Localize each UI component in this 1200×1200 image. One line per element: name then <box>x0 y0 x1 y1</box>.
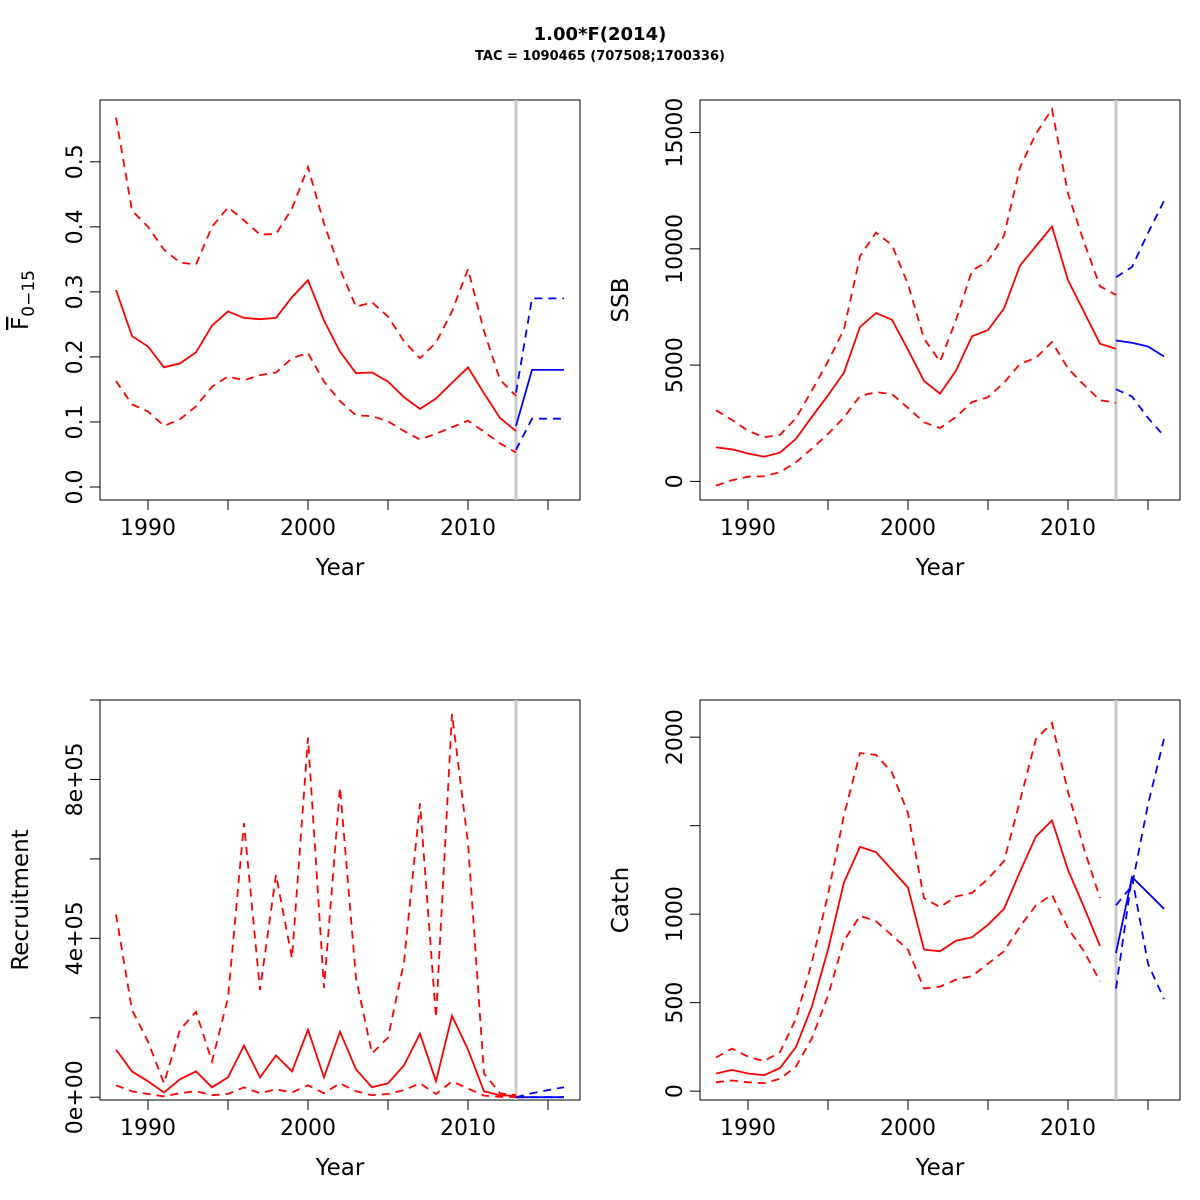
figure-title: 1.00*F(2014) <box>534 24 667 45</box>
fishing-mortality-y-axis-title: F0−15 <box>8 270 39 330</box>
catch-x-tick-label: 1990 <box>720 1116 776 1141</box>
fishing-mortality-y-tick-label: 0.5 <box>63 144 88 179</box>
fishing-mortality-y-tick-label: 0.2 <box>63 339 88 374</box>
ssb-forecast-line-3 <box>1115 339 1165 358</box>
fishing-mortality-estimate-line-0 <box>115 278 517 432</box>
ssb-x-axis-title: Year <box>915 555 965 581</box>
catch-x-axis-title: Year <box>915 1155 965 1181</box>
ssb-y-axis-title: SSB <box>608 278 634 323</box>
fishing-mortality-panel: 1990 2000 2010 0.0 0.1 0.2 0.3 0.4 0.5 Year F0−15 <box>8 99 581 581</box>
catch-x-tick-label: 2010 <box>1040 1116 1096 1141</box>
fishing-mortality-plot-frame <box>99 99 581 501</box>
fishing-mortality-y-tick-label: 0.0 <box>63 469 88 504</box>
ssb-y-tick-label: 15000 <box>663 98 688 168</box>
recruitment-x-tick-label: 2000 <box>280 1116 336 1141</box>
recruitment-y-tick-label: 0e+00 <box>63 1060 88 1134</box>
recruitment-x-tick-label: 1990 <box>120 1116 176 1141</box>
fishing-mortality-forecast-line-3 <box>515 368 564 427</box>
catch-panel: 1990 2000 2010 0 500 1000 2000 Year Catch <box>608 699 1181 1181</box>
fishing-mortality-x-axis-title: Year <box>315 555 365 581</box>
fishing-mortality-forecast-ci-line-4 <box>515 297 564 393</box>
figure-subtitle: TAC = 1090465 (707508;1700336) <box>475 49 725 64</box>
catch-forecast-line-3 <box>1115 875 1165 954</box>
catch-forecast-ci-line-5 <box>1115 876 1165 1000</box>
catch-forecast-ci-line-4 <box>1115 738 1165 906</box>
catch-plot-frame <box>699 699 1181 1101</box>
fishing-mortality-estimate-ci-line-1 <box>115 117 517 397</box>
catch-estimate-ci-line-2 <box>715 893 1101 1085</box>
catch-y-tick-label: 500 <box>663 982 688 1024</box>
fishing-mortality-y-tick-label: 0.3 <box>63 274 88 309</box>
panels-group: 1990 2000 20100.00.10.20.30.40.5YearF0−151… <box>8 98 1181 1181</box>
recruitment-y-tick-label: 8e+05 <box>63 742 88 816</box>
recruitment-y-tick-label: 4e+05 <box>63 901 88 975</box>
catch-x-tick-label: 2000 <box>880 1116 936 1141</box>
recruitment-estimate-ci-line-2 <box>115 1080 517 1098</box>
recruitment-x-tick-label: 2010 <box>440 1116 496 1141</box>
catch-y-tick-label: 0 <box>663 1084 688 1098</box>
fishing-mortality-y-tick-label: 0.1 <box>63 404 88 439</box>
ssb-estimate-line-0 <box>715 224 1117 458</box>
recruitment-y-axis-title: Recruitment <box>8 829 34 970</box>
catch-estimate-ci-line-1 <box>715 721 1101 1063</box>
ssb-forecast-ci-line-5 <box>1115 388 1165 437</box>
ssb-x-tick-label: 1990 <box>720 516 776 541</box>
recruitment-x-axis-title: Year <box>315 1155 365 1181</box>
ssb-panel: 1990 2000 2010 0 5000 10000 15000 Year SSB <box>608 98 1181 581</box>
catch-y-axis-title: Catch <box>608 867 634 933</box>
ssb-forecast-ci-line-4 <box>1115 200 1165 278</box>
ssb-y-tick-label: 5000 <box>663 337 688 393</box>
recruitment-estimate-ci-line-1 <box>115 713 517 1097</box>
catch-estimate-line-0 <box>715 818 1101 1077</box>
ssb-estimate-ci-line-2 <box>715 340 1117 487</box>
fishing-mortality-estimate-ci-line-2 <box>115 351 517 454</box>
recruitment-plot-frame <box>99 699 581 1101</box>
catch-y-tick-label: 1000 <box>663 886 688 942</box>
ssb-plot-frame <box>699 99 1181 501</box>
fishing-mortality-x-tick-label: 1990 <box>120 516 176 541</box>
fishing-mortality-x-tick-label: 2000 <box>280 516 336 541</box>
recruitment-estimate-line-0 <box>115 1013 517 1097</box>
fishing-mortality-x-tick-label: 2010 <box>440 516 496 541</box>
fishing-mortality-forecast-ci-line-5 <box>515 417 564 451</box>
ssb-x-tick-label: 2010 <box>1040 516 1096 541</box>
ssb-x-tick-label: 2000 <box>880 516 936 541</box>
ssb-y-tick-label: 10000 <box>663 214 688 284</box>
recruitment-forecast-ci-line-4 <box>515 1086 565 1099</box>
ssb-estimate-ci-line-1 <box>715 106 1117 439</box>
ssb-y-tick-label: 0 <box>663 474 688 488</box>
fishing-mortality-y-tick-label: 0.4 <box>63 209 88 244</box>
recruitment-panel: 1990 2000 2010 0e+00 4e+05 8e+05 Year Recruitme… <box>8 699 581 1181</box>
catch-y-tick-label: 2000 <box>663 709 688 765</box>
